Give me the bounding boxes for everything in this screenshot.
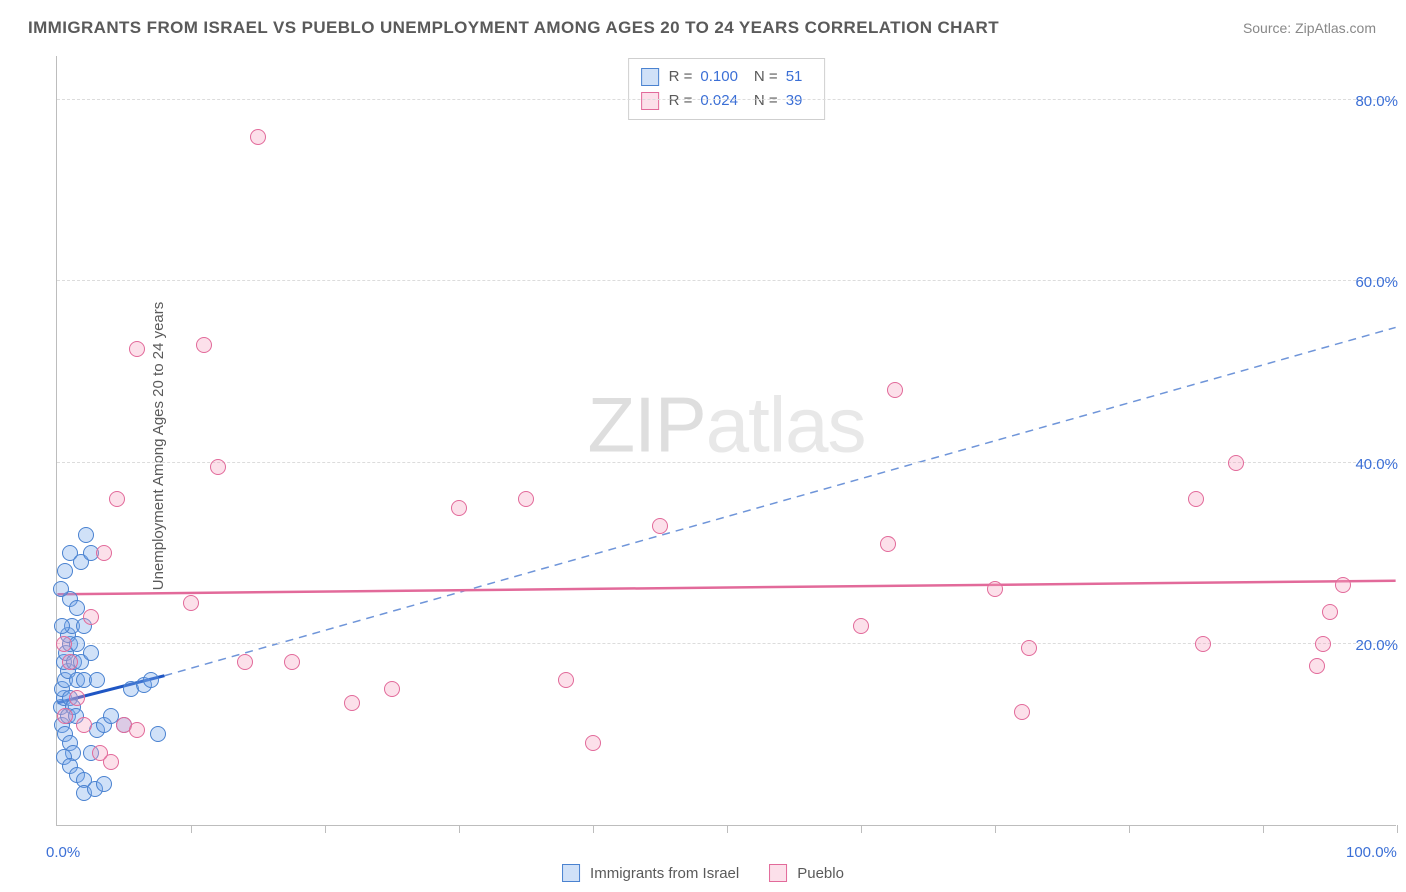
data-point — [344, 695, 360, 711]
data-point — [652, 518, 668, 534]
data-point — [57, 708, 73, 724]
data-point — [384, 681, 400, 697]
gridline — [57, 99, 1396, 100]
data-point — [143, 672, 159, 688]
x-tick — [459, 825, 460, 833]
data-point — [1315, 636, 1331, 652]
x-tick — [191, 825, 192, 833]
data-point — [129, 722, 145, 738]
x-tick — [995, 825, 996, 833]
data-point — [196, 337, 212, 353]
trend-line — [57, 581, 1395, 595]
data-point — [853, 618, 869, 634]
watermark-text-a: ZIP — [587, 381, 705, 469]
data-point — [56, 636, 72, 652]
trend-line — [164, 327, 1395, 675]
x-tick — [861, 825, 862, 833]
legend-label: Pueblo — [797, 865, 844, 882]
data-point — [89, 672, 105, 688]
data-point — [57, 563, 73, 579]
data-point — [1014, 704, 1030, 720]
legend-n-label: N = — [754, 65, 778, 89]
x-tick — [325, 825, 326, 833]
data-point — [54, 618, 70, 634]
series-legend: Immigrants from Israel Pueblo — [562, 864, 844, 882]
data-point — [518, 491, 534, 507]
data-point — [69, 690, 85, 706]
legend-row: R = 0.024 N = 39 — [641, 89, 813, 113]
legend-label: Immigrants from Israel — [590, 865, 739, 882]
data-point — [109, 491, 125, 507]
data-point — [1188, 491, 1204, 507]
data-point — [284, 654, 300, 670]
x-tick-label: 0.0% — [46, 844, 80, 861]
x-tick-label: 100.0% — [1346, 844, 1397, 861]
chart-title: IMMIGRANTS FROM ISRAEL VS PUEBLO UNEMPLO… — [28, 18, 999, 38]
data-point — [76, 717, 92, 733]
watermark-text-b: atlas — [706, 381, 866, 469]
y-tick-label: 40.0% — [1355, 456, 1398, 473]
data-point — [1322, 604, 1338, 620]
data-point — [78, 527, 94, 543]
data-point — [987, 581, 1003, 597]
legend-row: R = 0.100 N = 51 — [641, 65, 813, 89]
data-point — [83, 609, 99, 625]
data-point — [880, 536, 896, 552]
y-tick-label: 80.0% — [1355, 93, 1398, 110]
y-tick-label: 20.0% — [1355, 637, 1398, 654]
data-point — [585, 735, 601, 751]
legend-swatch — [641, 92, 659, 110]
data-point — [150, 726, 166, 742]
legend-r-label: R = — [669, 65, 693, 89]
x-tick — [727, 825, 728, 833]
x-tick — [1397, 825, 1398, 833]
legend-n-value: 51 — [786, 65, 803, 89]
data-point — [96, 545, 112, 561]
data-point — [887, 382, 903, 398]
legend-n-label: N = — [754, 89, 778, 113]
data-point — [129, 341, 145, 357]
data-point — [210, 459, 226, 475]
data-point — [1021, 640, 1037, 656]
data-point — [96, 776, 112, 792]
x-tick — [1263, 825, 1264, 833]
legend-r-value: 0.024 — [700, 89, 738, 113]
data-point — [92, 745, 108, 761]
data-point — [1335, 577, 1351, 593]
source-label: Source: ZipAtlas.com — [1243, 20, 1376, 36]
data-point — [53, 581, 69, 597]
legend-item: Immigrants from Israel — [562, 864, 739, 882]
legend-n-value: 39 — [786, 89, 803, 113]
correlation-legend: R = 0.100 N = 51 R = 0.024 N = 39 — [628, 58, 826, 120]
data-point — [1195, 636, 1211, 652]
trend-lines-layer — [57, 56, 1396, 825]
data-point — [183, 595, 199, 611]
legend-r-label: R = — [669, 89, 693, 113]
x-tick — [1129, 825, 1130, 833]
data-point — [62, 654, 78, 670]
legend-swatch — [562, 864, 580, 882]
data-point — [558, 672, 574, 688]
legend-item: Pueblo — [769, 864, 844, 882]
data-point — [451, 500, 467, 516]
watermark: ZIPatlas — [587, 380, 865, 471]
y-tick-label: 60.0% — [1355, 274, 1398, 291]
data-point — [250, 129, 266, 145]
legend-swatch — [769, 864, 787, 882]
gridline — [57, 462, 1396, 463]
gridline — [57, 280, 1396, 281]
data-point — [83, 645, 99, 661]
data-point — [237, 654, 253, 670]
data-point — [1309, 658, 1325, 674]
legend-swatch — [641, 68, 659, 86]
plot-area: ZIPatlas R = 0.100 N = 51 R = 0.024 N = 39 — [56, 56, 1396, 826]
data-point — [1228, 455, 1244, 471]
x-tick — [593, 825, 594, 833]
legend-r-value: 0.100 — [700, 65, 738, 89]
